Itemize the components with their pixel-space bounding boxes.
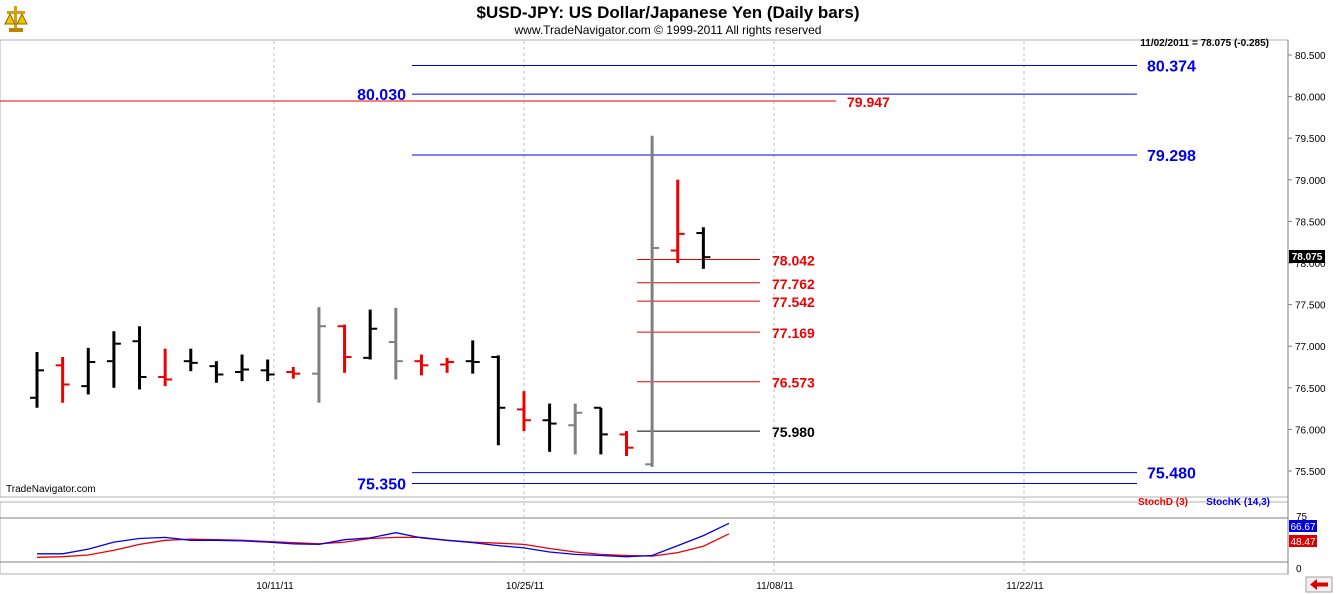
ohlc-bar	[516, 391, 531, 432]
svg-text:48.47: 48.47	[1290, 537, 1315, 548]
stochastic-panel	[0, 501, 1289, 575]
ohlc-bar	[311, 307, 326, 403]
stoch-tick-label: 75	[1296, 512, 1308, 523]
ohlc-bar	[670, 179, 685, 263]
y-tick-label: 78.000	[1295, 259, 1326, 270]
ohlc-bar	[619, 431, 634, 457]
ohlc-bar	[388, 307, 403, 380]
last-price-badge: 78.075	[1289, 250, 1325, 263]
ohlc-bar	[568, 403, 583, 455]
watermark: TradeNavigator.com	[6, 484, 96, 495]
level-label: 76.573	[772, 375, 815, 391]
y-tick-label: 77.000	[1295, 342, 1326, 353]
level-label: 79.298	[1147, 148, 1196, 165]
ohlc-bar	[286, 367, 301, 379]
ohlc-bar	[491, 355, 506, 446]
svg-text:78.075: 78.075	[1292, 252, 1323, 263]
level-label: 75.350	[357, 476, 406, 493]
left-arrow-icon[interactable]	[1305, 576, 1333, 593]
x-tick-label: 10/25/11	[506, 581, 545, 592]
x-tick-label: 10/11/11	[256, 581, 294, 592]
ohlc-bar	[209, 361, 224, 383]
y-tick-label: 76.500	[1295, 384, 1326, 395]
stoch-tick-label: 0	[1296, 564, 1302, 575]
svg-text:66.67: 66.67	[1290, 522, 1315, 533]
ohlc-bar	[55, 357, 70, 403]
ohlc-bar	[363, 309, 378, 360]
ohlc-bar	[30, 352, 44, 408]
level-label: 78.042	[772, 253, 815, 269]
y-tick-label: 79.500	[1295, 134, 1326, 145]
level-label: 80.030	[357, 87, 406, 104]
ohlc-bar	[106, 331, 121, 388]
stochk-line	[37, 522, 730, 558]
quote-readout: 11/02/2011 = 78.075 (-0.285)	[1140, 38, 1269, 49]
level-label: 75.980	[772, 424, 815, 440]
y-tick-label: 79.000	[1295, 176, 1326, 187]
stoch-legend-k: StochK (14,3)	[1206, 497, 1270, 508]
level-label: 77.762	[772, 276, 815, 292]
ohlc-bar	[260, 359, 275, 382]
stoch-legend-d: StochD (3)	[1138, 497, 1188, 508]
ohlc-bar	[81, 347, 96, 395]
ohlc-bar	[542, 403, 557, 452]
level-label: 79.947	[847, 94, 890, 110]
price-panel	[0, 39, 1289, 498]
ohlc-bar	[440, 357, 455, 373]
ohlc-bar	[337, 324, 352, 373]
chart-title: $USD-JPY: US Dollar/Japanese Yen (Daily …	[477, 3, 860, 22]
ohlc-bar	[414, 354, 429, 376]
level-label: 80.374	[1147, 58, 1196, 75]
ohlc-bar	[235, 354, 250, 382]
ohlc-bar	[158, 348, 173, 387]
level-label: 77.169	[772, 325, 815, 341]
ohlc-bar	[593, 406, 608, 455]
y-tick-label: 78.500	[1295, 217, 1326, 228]
level-label: 77.542	[772, 294, 815, 310]
chart-subtitle: www.TradeNavigator.com © 1999-2011 All r…	[514, 23, 822, 37]
stochd-line	[36, 533, 730, 558]
ohlc-bar	[132, 326, 147, 390]
x-gridlines	[273, 41, 1025, 574]
ohlc-bar	[465, 340, 480, 374]
y-tick-label: 76.000	[1295, 425, 1326, 436]
ohlc-bar	[183, 348, 198, 372]
y-tick-label: 77.500	[1295, 301, 1326, 312]
stochk-badge: 66.67	[1289, 520, 1317, 533]
stochd-badge: 48.47	[1289, 535, 1317, 548]
ohlc-bar	[696, 227, 711, 269]
y-tick-label: 75.500	[1295, 467, 1326, 478]
y-tick-label: 80.500	[1295, 51, 1326, 62]
ohlc-bar	[645, 135, 660, 467]
scale-icon	[4, 6, 28, 32]
x-tick-label: 11/08/11	[756, 581, 794, 592]
y-tick-label: 80.000	[1295, 93, 1326, 104]
level-label: 75.480	[1147, 466, 1196, 483]
x-tick-label: 11/22/11	[1006, 581, 1044, 592]
